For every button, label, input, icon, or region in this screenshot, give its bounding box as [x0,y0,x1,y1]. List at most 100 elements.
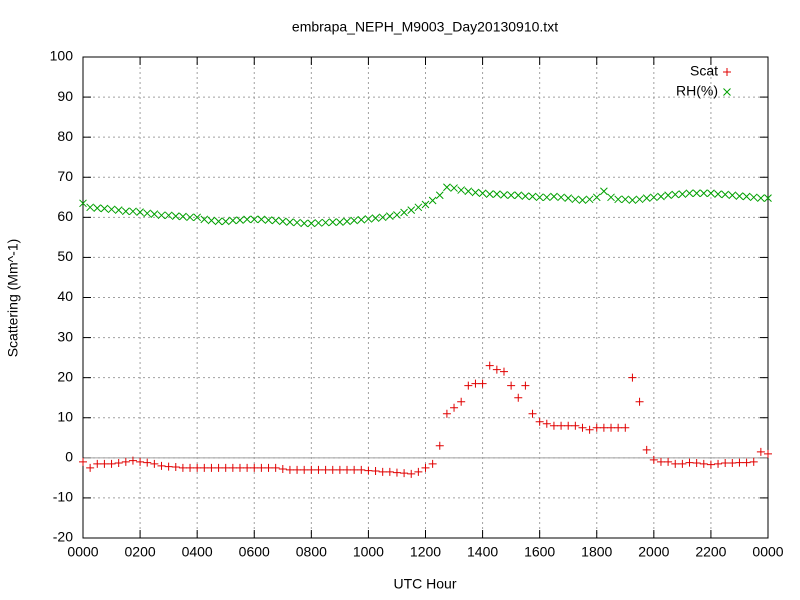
point [121,207,130,216]
point [749,457,758,466]
point [764,194,772,202]
point [685,458,694,467]
legend-marker [723,88,731,96]
point [300,465,309,474]
point [164,211,173,220]
point [136,208,144,216]
point [478,189,487,198]
point [214,217,223,226]
point [564,421,573,430]
point [293,218,301,227]
point [114,206,123,214]
point [385,467,394,476]
point [79,457,87,466]
point [314,219,323,227]
point [664,457,673,466]
point [442,409,451,418]
point [378,213,387,222]
point [642,194,651,202]
point [628,196,637,204]
point [649,455,658,464]
point [285,465,294,474]
point [300,219,309,228]
point [307,219,316,228]
point [343,465,352,474]
point [235,463,244,472]
point [564,194,573,202]
point [200,215,209,224]
point [585,195,594,204]
point [428,459,437,468]
point [443,183,451,192]
point [471,188,480,197]
point [278,217,287,226]
point [514,393,523,402]
point [678,190,687,198]
point [271,463,280,472]
point [278,465,287,474]
point [421,463,430,472]
point [571,421,580,430]
point [628,373,637,382]
point [521,192,530,200]
point [307,465,316,474]
x-tick-label: 0200 [125,544,156,560]
point [400,469,409,478]
point [100,459,109,468]
point [621,423,630,432]
point [128,456,137,465]
x-tick-label: 2200 [695,544,726,560]
point [664,191,672,200]
y-axis-label: Scattering (Mm^-1) [5,239,21,358]
point [592,193,601,202]
point [328,465,337,474]
point [492,365,501,374]
y-tick-label: 10 [57,408,73,424]
point [642,445,651,454]
point [678,459,687,468]
point [136,457,145,466]
point [614,423,623,432]
point [535,417,544,426]
point [393,211,401,219]
point [714,459,723,468]
point [450,403,459,412]
plot-frame [82,56,769,539]
point [535,193,544,202]
point [350,465,359,474]
point [671,459,680,468]
point [649,193,658,202]
point [328,218,337,226]
x-tick-label: 2000 [638,544,669,560]
point [528,192,537,201]
point [257,215,266,224]
x-tick-label: 0000 [67,544,98,560]
point [186,213,194,222]
point [471,379,480,388]
point [742,192,751,201]
point [599,423,608,432]
point [557,421,566,430]
x-tick-label: 0400 [182,544,213,560]
point [607,423,616,432]
x-tick-label: 1000 [353,544,384,560]
point [321,465,330,474]
point [100,204,109,213]
legend-label: RH(%) [676,83,718,99]
point [193,213,202,222]
x-tick-label: 0600 [239,544,270,560]
point [478,379,487,388]
point [171,212,180,220]
point [742,458,751,467]
point [364,466,373,475]
point [735,458,744,467]
y-tick-label: 100 [50,48,74,64]
point [692,459,701,468]
point [485,190,494,198]
point [321,218,330,227]
point [721,459,730,468]
point [93,204,102,212]
point [378,467,387,476]
